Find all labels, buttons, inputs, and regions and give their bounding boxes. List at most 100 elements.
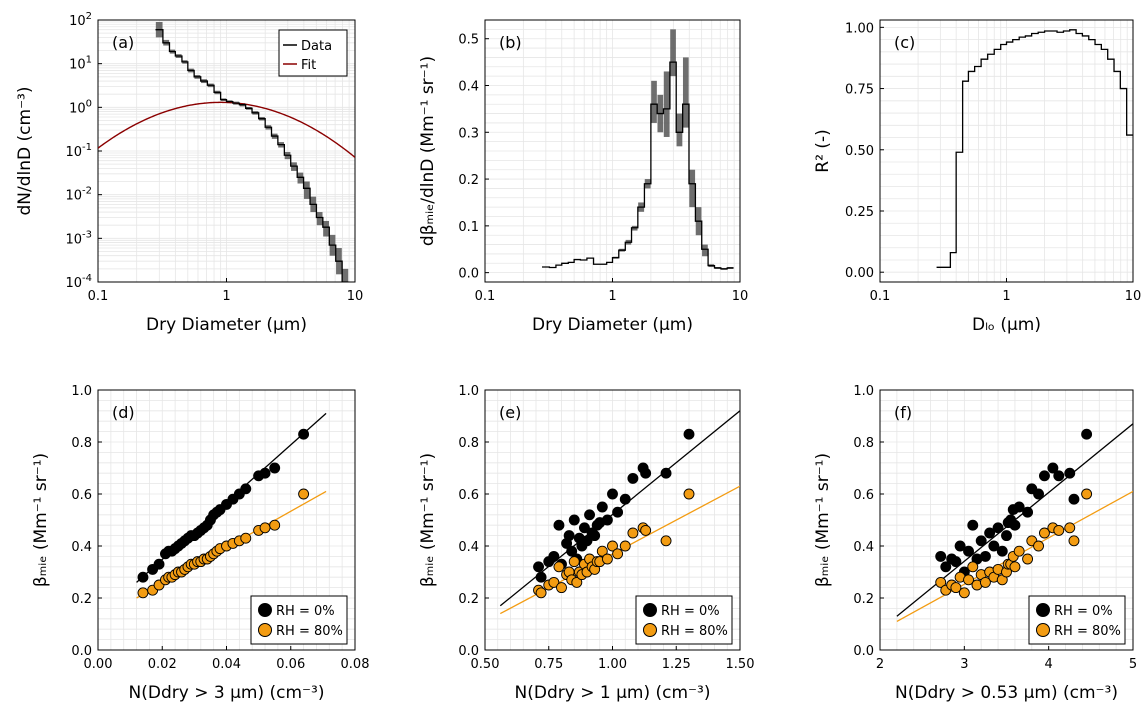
legend-label: RH = 80% bbox=[276, 624, 343, 639]
x-tick-label: 10 bbox=[732, 289, 749, 304]
data-point bbox=[553, 519, 565, 531]
data-point bbox=[984, 527, 996, 539]
panel-label: (b) bbox=[499, 33, 522, 52]
x-tick-label: 0.06 bbox=[276, 657, 305, 672]
data-point bbox=[612, 506, 624, 518]
y-tick-exponent: -3 bbox=[82, 229, 92, 240]
data-point bbox=[240, 483, 252, 495]
y-tick-label: 1.0 bbox=[853, 384, 874, 399]
data-point bbox=[571, 576, 583, 588]
data-point bbox=[589, 530, 601, 542]
x-tick-label: 1 bbox=[222, 289, 230, 304]
data-point bbox=[259, 467, 271, 479]
data-point bbox=[612, 548, 624, 560]
x-tick-label: 1.25 bbox=[662, 657, 691, 672]
data-point bbox=[548, 550, 560, 562]
data-point bbox=[1033, 488, 1044, 500]
y-tick-base: 10 bbox=[65, 189, 82, 204]
uncertainty-band bbox=[342, 268, 349, 282]
fit-curve bbox=[98, 101, 355, 158]
data-point bbox=[298, 488, 310, 500]
legend-label: RH = 0% bbox=[276, 604, 335, 619]
data-point bbox=[1013, 545, 1025, 557]
panel-f: 2 3 4 5 0.0 0.2 0.4 0.6 0.8 1.0 N(Ddry > 0.53 μm) … bbox=[813, 384, 1137, 703]
plot-area bbox=[499, 410, 740, 615]
uncertainty-band bbox=[689, 169, 696, 208]
data-point bbox=[640, 524, 652, 536]
panel-label: (f) bbox=[894, 403, 912, 422]
legend: RH = 0% RH = 80% bbox=[1028, 595, 1126, 645]
data-point bbox=[553, 561, 565, 573]
data-point bbox=[596, 545, 608, 557]
x-tick-label: 0.04 bbox=[212, 657, 241, 672]
y-tick-exponent: -1 bbox=[82, 142, 92, 153]
legend-label: RH = 80% bbox=[1054, 624, 1121, 639]
x-tick-label: 0.00 bbox=[84, 657, 113, 672]
data-point bbox=[619, 540, 631, 552]
legend-label: Data bbox=[301, 39, 332, 54]
y-tick-label: 0.2 bbox=[458, 173, 479, 188]
uncertainty-band bbox=[682, 57, 689, 128]
data-point bbox=[579, 522, 590, 534]
y-tick-label: 0.0 bbox=[458, 267, 479, 282]
data-point bbox=[954, 540, 966, 552]
y-tick-label: 10-1 bbox=[65, 142, 92, 160]
y-tick-label: 0.0 bbox=[853, 644, 874, 659]
data-point bbox=[1033, 540, 1044, 552]
y-tick-label: 0.6 bbox=[458, 488, 479, 503]
x-axis-label: N(Ddry > 1 μm) (cm⁻³) bbox=[515, 683, 711, 703]
x-axis-label: N(Ddry > 3 μm) (cm⁻³) bbox=[129, 683, 325, 703]
x-tick-label: 1.00 bbox=[598, 657, 627, 672]
data-point bbox=[533, 561, 544, 573]
data-point bbox=[1009, 561, 1021, 573]
legend-label: RH = 0% bbox=[661, 604, 720, 619]
data-point bbox=[935, 550, 947, 562]
x-tick-label: 1 bbox=[1002, 289, 1010, 304]
legend: RH = 0% RH = 80% bbox=[635, 595, 733, 645]
legend: Data Fit bbox=[278, 29, 348, 77]
data-point bbox=[137, 571, 149, 583]
y-axis-label: dβₘᵢₑ/dlnD (Mm⁻¹ sr⁻¹) bbox=[418, 56, 438, 246]
y-axis-label: βₘᵢₑ (Mm⁻¹ sr⁻¹) bbox=[418, 453, 438, 587]
x-axis-label: Dₗₒ (μm) bbox=[972, 315, 1041, 335]
data-point bbox=[584, 509, 595, 521]
data-point bbox=[683, 488, 695, 500]
panel-d: 0.00 0.02 0.04 0.06 0.08 0.0 0.2 0.4 0.6 0.8 1.0 N(… bbox=[31, 384, 369, 703]
y-tick-label: 100 bbox=[69, 98, 92, 116]
plot-area bbox=[98, 21, 355, 282]
uncertainty-band bbox=[316, 212, 323, 226]
data-point bbox=[556, 582, 567, 594]
data-point bbox=[581, 535, 593, 547]
y-tick-label: 10-3 bbox=[65, 229, 92, 247]
plot-area bbox=[936, 29, 1133, 268]
data-point bbox=[660, 535, 672, 547]
y-tick-label: 0.2 bbox=[458, 592, 479, 607]
y-tick-label: 0.25 bbox=[845, 205, 874, 220]
data-point bbox=[535, 571, 547, 583]
data-point bbox=[1038, 527, 1050, 539]
x-tick-label: 0.08 bbox=[341, 657, 370, 672]
data-point bbox=[568, 514, 580, 526]
data-point bbox=[627, 527, 639, 539]
x-tick-label: 10 bbox=[1125, 289, 1142, 304]
uncertainty-band bbox=[303, 181, 310, 199]
y-tick-label: 0.2 bbox=[71, 592, 92, 607]
y-tick-label: 1.0 bbox=[458, 384, 479, 399]
y-tick-exponent: 0 bbox=[86, 98, 92, 109]
data-point bbox=[563, 530, 575, 542]
y-tick-label: 0.8 bbox=[458, 436, 479, 451]
y-axis-label: βₘᵢₑ (Mm⁻¹ sr⁻¹) bbox=[813, 453, 833, 587]
data-point bbox=[607, 540, 618, 552]
data-point bbox=[601, 514, 613, 526]
plot-frame bbox=[879, 389, 1134, 651]
y-tick-label: 0.2 bbox=[853, 592, 874, 607]
data-point bbox=[958, 587, 970, 599]
panel-label: (c) bbox=[894, 33, 915, 52]
y-tick-label: 10-4 bbox=[65, 273, 92, 291]
x-tick-label: 0.75 bbox=[534, 657, 563, 672]
data-point bbox=[979, 550, 991, 562]
uncertainty-band bbox=[702, 244, 708, 257]
x-tick-label: 0.1 bbox=[88, 289, 109, 304]
x-axis-label: Dry Diameter (μm) bbox=[146, 315, 307, 335]
